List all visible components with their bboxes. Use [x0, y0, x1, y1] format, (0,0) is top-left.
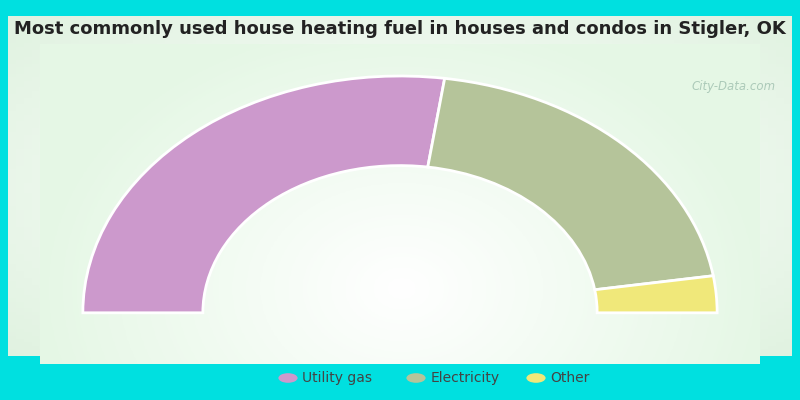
Wedge shape: [83, 76, 445, 313]
Text: Other: Other: [550, 371, 590, 385]
Text: Electricity: Electricity: [430, 371, 499, 385]
Text: Most commonly used house heating fuel in houses and condos in Stigler, OK: Most commonly used house heating fuel in…: [14, 20, 786, 38]
Wedge shape: [428, 78, 714, 290]
Text: Utility gas: Utility gas: [302, 371, 372, 385]
Wedge shape: [594, 276, 717, 313]
Text: City-Data.com: City-Data.com: [692, 80, 776, 93]
